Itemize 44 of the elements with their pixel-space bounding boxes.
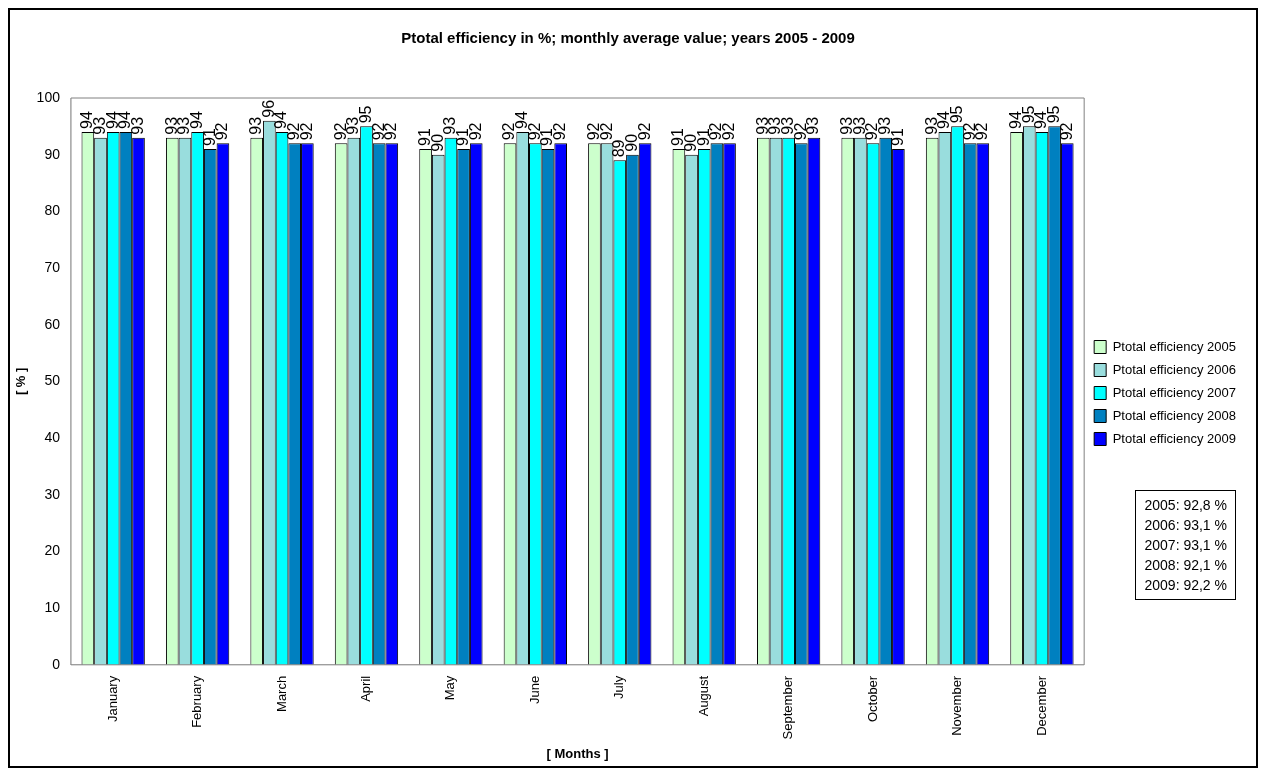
data-label: 93 (247, 116, 265, 135)
legend-label: Ptotal efficiency 2009 (1112, 430, 1236, 446)
y-tick-label: 40 (44, 428, 61, 445)
y-tick-label: 0 (52, 655, 61, 672)
legend-label: Ptotal efficiency 2007 (1112, 384, 1236, 400)
legend-label: Ptotal efficiency 2008 (1112, 407, 1236, 423)
x-tick-label: July (611, 675, 627, 699)
text: 2006: 93,1 % (1144, 516, 1227, 535)
y-tick-label: 70 (44, 258, 61, 275)
y-tick-label: 30 (44, 485, 61, 502)
legend-label: Ptotal efficiency 2005 (1112, 338, 1236, 354)
x-tick-label: September (780, 675, 796, 740)
data-label: 92 (382, 122, 400, 141)
data-label: 92 (1057, 122, 1075, 141)
data-label: 94 (188, 111, 206, 130)
text: 2008: 92,1 % (1144, 556, 1227, 575)
legend-label: Ptotal efficiency 2006 (1112, 361, 1236, 377)
x-tick-label: August (695, 675, 711, 717)
text: 2005: 92,8 % (1144, 496, 1227, 515)
text: 2007: 93,1 % (1144, 536, 1227, 555)
x-tick-label: December (1033, 675, 1049, 736)
x-tick-label: May (442, 675, 458, 701)
text: 2009: 92,2 % (1144, 576, 1227, 595)
chart-title: Ptotal efficiency in %; monthly average value; years 2005 - 2009 (401, 29, 855, 47)
x-axis-title: [ Months ] (546, 745, 609, 761)
y-tick-label: 100 (36, 88, 61, 105)
y-tick-label: 10 (44, 598, 61, 615)
x-tick-label: April (358, 675, 374, 702)
y-tick-label: 20 (44, 542, 61, 559)
data-label: 92 (551, 122, 569, 141)
x-tick-label: June (526, 675, 542, 705)
y-tick-label: 50 (44, 372, 61, 389)
x-tick-label: February (189, 675, 205, 728)
y-tick-label: 60 (44, 315, 61, 332)
x-tick-label: October (864, 675, 880, 723)
data-label: 95 (1045, 105, 1063, 124)
y-tick-label: 90 (44, 145, 61, 162)
y-tick-label: 80 (44, 202, 61, 219)
y-axis-title: [ % ] (13, 367, 29, 396)
x-tick-label: January (104, 675, 120, 723)
data-label: 91 (415, 128, 433, 147)
x-tick-label: March (273, 675, 289, 712)
x-tick-label: November (949, 675, 965, 736)
data-label: 92 (973, 122, 991, 141)
